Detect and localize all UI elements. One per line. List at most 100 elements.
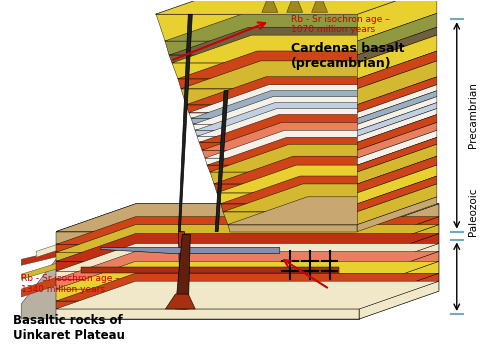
Polygon shape (195, 130, 357, 136)
Polygon shape (357, 51, 437, 89)
Polygon shape (312, 0, 328, 12)
Polygon shape (357, 13, 437, 55)
Polygon shape (357, 144, 437, 184)
Polygon shape (221, 204, 357, 212)
Polygon shape (56, 204, 439, 232)
Polygon shape (223, 212, 357, 225)
Polygon shape (56, 261, 439, 289)
Polygon shape (359, 234, 439, 271)
Polygon shape (359, 261, 439, 301)
Polygon shape (357, 184, 437, 225)
Polygon shape (195, 103, 437, 130)
Polygon shape (56, 225, 439, 252)
Polygon shape (21, 269, 81, 297)
Polygon shape (189, 113, 357, 119)
Polygon shape (172, 35, 437, 63)
Text: Basaltic rocks of
Uinkaret Plateau: Basaltic rocks of Uinkaret Plateau (14, 314, 125, 342)
Polygon shape (262, 0, 278, 12)
Polygon shape (214, 184, 357, 193)
Polygon shape (56, 234, 439, 261)
Polygon shape (56, 301, 359, 309)
Polygon shape (357, 109, 437, 142)
Polygon shape (56, 245, 359, 252)
Polygon shape (56, 281, 439, 309)
Polygon shape (357, 91, 437, 124)
Polygon shape (36, 241, 66, 257)
Polygon shape (191, 119, 357, 124)
Polygon shape (357, 85, 437, 119)
Polygon shape (197, 109, 437, 136)
Polygon shape (221, 176, 437, 204)
Polygon shape (193, 97, 437, 124)
Polygon shape (217, 165, 437, 193)
Polygon shape (357, 114, 437, 150)
Polygon shape (359, 244, 439, 279)
Polygon shape (56, 273, 439, 301)
Polygon shape (205, 130, 437, 158)
Polygon shape (101, 247, 280, 253)
Polygon shape (56, 271, 359, 279)
Polygon shape (56, 252, 359, 261)
Polygon shape (357, 130, 437, 165)
Text: Paleozoic: Paleozoic (468, 188, 478, 236)
Polygon shape (197, 136, 357, 142)
Polygon shape (357, 176, 437, 212)
Polygon shape (202, 122, 437, 150)
Polygon shape (156, 0, 437, 14)
Polygon shape (56, 244, 439, 271)
Polygon shape (178, 232, 186, 309)
Polygon shape (217, 193, 357, 204)
Text: Rb - Sr isochron age –
1070 million years: Rb - Sr isochron age – 1070 million year… (291, 15, 390, 34)
Polygon shape (357, 61, 437, 104)
Polygon shape (191, 91, 437, 119)
Polygon shape (227, 197, 437, 225)
Polygon shape (165, 41, 357, 55)
Polygon shape (357, 35, 437, 79)
Polygon shape (172, 63, 357, 79)
Polygon shape (357, 122, 437, 158)
Polygon shape (357, 165, 437, 204)
Polygon shape (357, 0, 437, 41)
Polygon shape (170, 55, 357, 63)
Polygon shape (181, 61, 437, 89)
Polygon shape (357, 197, 437, 232)
Polygon shape (357, 97, 437, 130)
Polygon shape (359, 251, 439, 289)
Polygon shape (56, 217, 439, 245)
Polygon shape (357, 103, 437, 136)
Polygon shape (81, 267, 339, 273)
Polygon shape (56, 279, 359, 289)
Polygon shape (359, 204, 439, 319)
Polygon shape (199, 114, 437, 142)
Polygon shape (175, 235, 191, 309)
Polygon shape (56, 309, 359, 319)
Polygon shape (205, 158, 357, 165)
Polygon shape (56, 261, 359, 271)
Polygon shape (209, 144, 437, 172)
Polygon shape (178, 79, 357, 89)
Polygon shape (56, 289, 359, 301)
Polygon shape (357, 77, 437, 113)
Polygon shape (178, 51, 437, 79)
Polygon shape (215, 91, 228, 232)
Polygon shape (207, 165, 357, 172)
Polygon shape (187, 104, 357, 113)
Polygon shape (202, 150, 357, 158)
Polygon shape (21, 247, 71, 265)
Polygon shape (357, 27, 437, 63)
Polygon shape (187, 77, 437, 104)
Polygon shape (223, 184, 437, 212)
Polygon shape (181, 89, 357, 104)
Polygon shape (209, 172, 357, 184)
Polygon shape (193, 124, 357, 130)
Polygon shape (178, 14, 192, 232)
Text: Rb - Sr isochron age –
1340 million years: Rb - Sr isochron age – 1340 million year… (21, 274, 120, 294)
Polygon shape (165, 294, 195, 309)
Polygon shape (357, 137, 437, 172)
Polygon shape (207, 137, 437, 165)
Polygon shape (189, 85, 437, 113)
Polygon shape (21, 257, 76, 279)
Polygon shape (357, 156, 437, 193)
Polygon shape (227, 225, 357, 232)
Polygon shape (156, 0, 437, 14)
